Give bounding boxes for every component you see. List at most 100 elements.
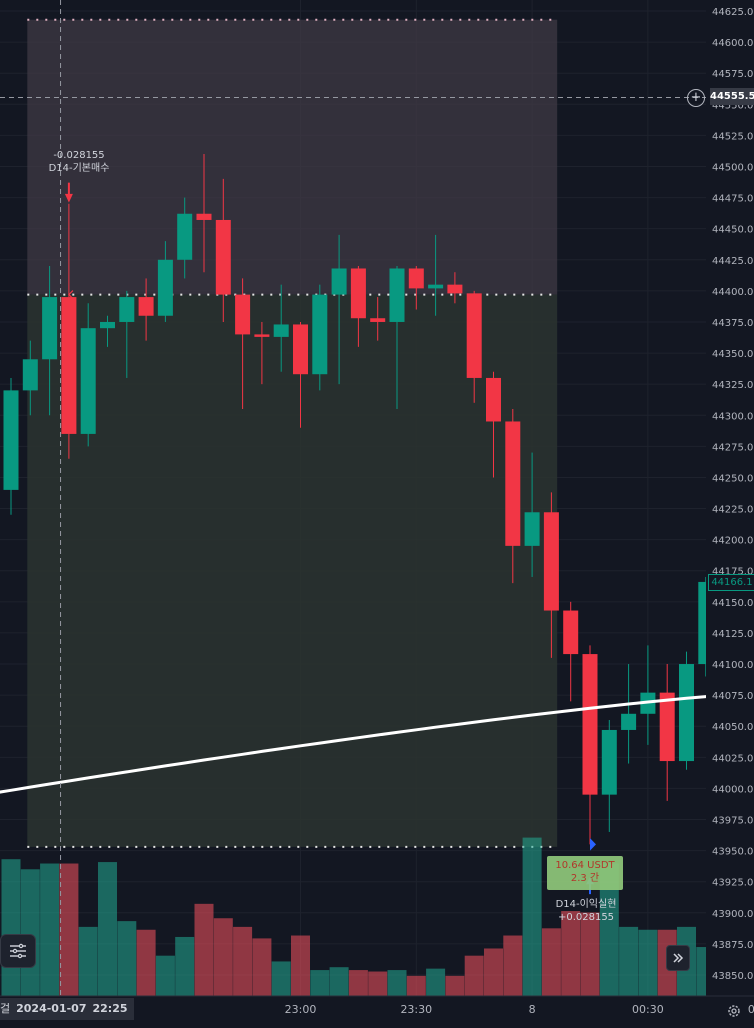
- price-tick-label: 44450.0: [712, 225, 753, 236]
- time-tick-label: 01:00: [748, 1003, 754, 1016]
- volume-bar: [561, 911, 581, 996]
- exit-marker: [590, 838, 596, 851]
- candle-body: [408, 268, 424, 289]
- gear-icon: [728, 1005, 740, 1017]
- price-tick-label: 44300.0: [712, 411, 753, 422]
- price-tick-label: 43925.0: [712, 878, 753, 889]
- price-tick-label: 43900.0: [712, 909, 753, 920]
- volume-bar: [406, 975, 426, 996]
- price-tick-label: 44600.0: [712, 38, 753, 49]
- trade-markers: [0, 0, 706, 996]
- candle-body: [486, 377, 501, 422]
- candle-body: [254, 334, 270, 337]
- price-tick-label: 44625.0: [712, 7, 753, 18]
- plus-circle-icon[interactable]: +: [687, 89, 705, 107]
- candle-body: [215, 219, 231, 295]
- price-tick-label: 43950.0: [712, 847, 753, 858]
- volume-bar: [59, 863, 79, 996]
- price-tick-label: 44025.0: [712, 753, 753, 764]
- price-tick-label: 44125.0: [712, 629, 753, 640]
- price-axis: 44625.0 44600.0 44575.0 44550.0 44525.0 44500…: [706, 0, 754, 1024]
- candle-body: [679, 664, 694, 762]
- profit-zone: [27, 19, 558, 295]
- date-prefix: 걸: [0, 1002, 11, 1015]
- candle-body: [3, 390, 19, 490]
- double-chevron-right-icon: [673, 953, 684, 963]
- candle-body: [273, 324, 289, 337]
- stop-zone: [27, 294, 558, 847]
- volume-bar: [348, 970, 368, 996]
- volume-bar: [1, 859, 21, 996]
- volume-bar: [98, 862, 117, 996]
- volume-bar: [541, 928, 561, 996]
- candle-body: [428, 284, 444, 289]
- volume-bar: [599, 863, 619, 996]
- candle-body: [466, 293, 482, 378]
- candle-body: [621, 713, 637, 730]
- volume-bar: [213, 918, 233, 996]
- time-value: 22:25: [92, 1002, 128, 1015]
- entry-name: D14-기본매수: [48, 163, 110, 174]
- moving-average-line: [0, 691, 754, 794]
- price-tick-label: 44075.0: [712, 691, 753, 702]
- volume-bar: [40, 863, 60, 996]
- candle-body: [235, 294, 251, 335]
- volume-bar: [522, 837, 542, 996]
- price-tick-label: 44500.0: [712, 162, 753, 173]
- object-tree-button[interactable]: [0, 934, 36, 968]
- price-tick-label: 44275.0: [712, 442, 753, 453]
- volume-bar: [271, 961, 291, 996]
- last-price-label: 44166.1: [708, 574, 754, 591]
- price-tick-label: 43875.0: [712, 940, 753, 951]
- price-tick-label: 44475.0: [712, 194, 753, 205]
- volume-bar: [368, 971, 388, 996]
- price-tick-label: 44050.0: [712, 722, 753, 733]
- volume-bar: [445, 975, 465, 996]
- exit-value: +0.028155: [557, 912, 615, 923]
- entry-annotation: -0.028155 D14-기본매수: [34, 149, 124, 175]
- volume-bar: [252, 938, 272, 996]
- candle-body: [447, 284, 463, 294]
- price-tick-label: 44525.0: [712, 131, 753, 142]
- volume-bar: [155, 955, 175, 996]
- exit-name: D14-이익실현: [555, 899, 617, 910]
- candle-body: [524, 512, 540, 546]
- position-zones: [27, 18, 558, 848]
- candle-body: [582, 654, 598, 795]
- candle-body: [61, 297, 77, 434]
- volume-bar: [175, 936, 195, 996]
- price-tick-label: 43975.0: [712, 816, 753, 827]
- scroll-to-realtime-button[interactable]: [666, 945, 690, 971]
- candle-body: [350, 268, 366, 319]
- entry-value: -0.028155: [53, 150, 105, 161]
- volume-bar: [291, 935, 310, 996]
- price-tick-label: 44350.0: [712, 349, 753, 360]
- volume-bar: [117, 921, 137, 996]
- candle-body: [138, 297, 154, 316]
- time-tick-label: 23:30: [400, 1003, 432, 1016]
- volume-bars: [1, 837, 716, 996]
- candle-body: [543, 512, 559, 611]
- candle-body: [22, 359, 38, 391]
- volume-bar: [426, 968, 446, 996]
- candle-body: [119, 297, 135, 322]
- candle-body: [177, 213, 193, 260]
- volume-bar: [503, 935, 523, 996]
- candles: [3, 154, 714, 845]
- volume-bar: [619, 926, 639, 996]
- price-tick-label: 44400.0: [712, 287, 753, 298]
- pnl-box: 10.64 USDT 2.3 간: [547, 856, 623, 890]
- price-axis-bg: [706, 0, 754, 1024]
- candle-body: [100, 321, 115, 329]
- candle-body: [196, 213, 212, 220]
- axis-settings-button[interactable]: [724, 1001, 744, 1021]
- volume-bar: [580, 912, 600, 996]
- volume-bar: [20, 869, 40, 996]
- price-tick-label: 44175.0: [712, 567, 753, 578]
- pnl-value: 10.64 USDT: [555, 860, 615, 871]
- price-tick-label: 44425.0: [712, 256, 753, 267]
- candle-body: [563, 610, 579, 655]
- candle-body: [157, 259, 173, 316]
